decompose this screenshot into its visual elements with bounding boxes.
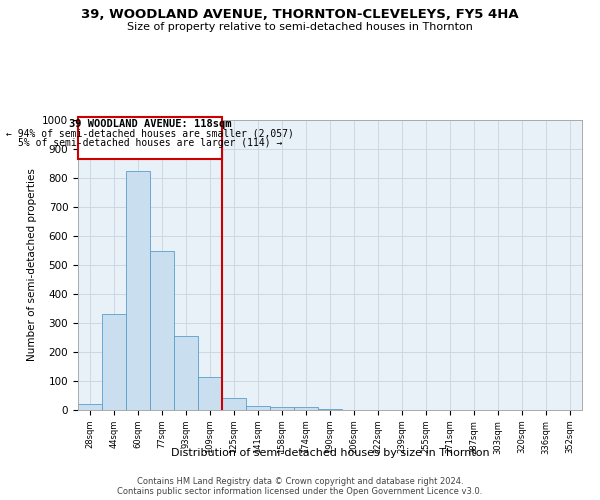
Text: 5% of semi-detached houses are larger (114) →: 5% of semi-detached houses are larger (1… (18, 138, 282, 147)
Text: Contains HM Land Registry data © Crown copyright and database right 2024.: Contains HM Land Registry data © Crown c… (137, 476, 463, 486)
Bar (174, 336, 198, 410)
FancyBboxPatch shape (78, 117, 222, 159)
Bar (78, 404, 102, 410)
Bar (150, 250, 174, 410)
Text: Size of property relative to semi-detached houses in Thornton: Size of property relative to semi-detach… (127, 22, 473, 32)
Bar (294, 407, 318, 410)
Text: Distribution of semi-detached houses by size in Thornton: Distribution of semi-detached houses by … (170, 448, 490, 458)
Bar (270, 407, 294, 410)
Text: Contains public sector information licensed under the Open Government Licence v3: Contains public sector information licen… (118, 486, 482, 496)
Bar (246, 406, 270, 410)
Bar (318, 408, 342, 410)
Text: 39, WOODLAND AVENUE, THORNTON-CLEVELEYS, FY5 4HA: 39, WOODLAND AVENUE, THORNTON-CLEVELEYS,… (81, 8, 519, 20)
Text: 39 WOODLAND AVENUE: 118sqm: 39 WOODLAND AVENUE: 118sqm (69, 120, 231, 130)
Bar (198, 376, 222, 410)
Bar (102, 314, 126, 410)
Text: ← 94% of semi-detached houses are smaller (2,057): ← 94% of semi-detached houses are smalle… (6, 129, 294, 139)
Bar (222, 398, 246, 410)
Y-axis label: Number of semi-detached properties: Number of semi-detached properties (26, 168, 37, 362)
Bar (126, 171, 150, 410)
